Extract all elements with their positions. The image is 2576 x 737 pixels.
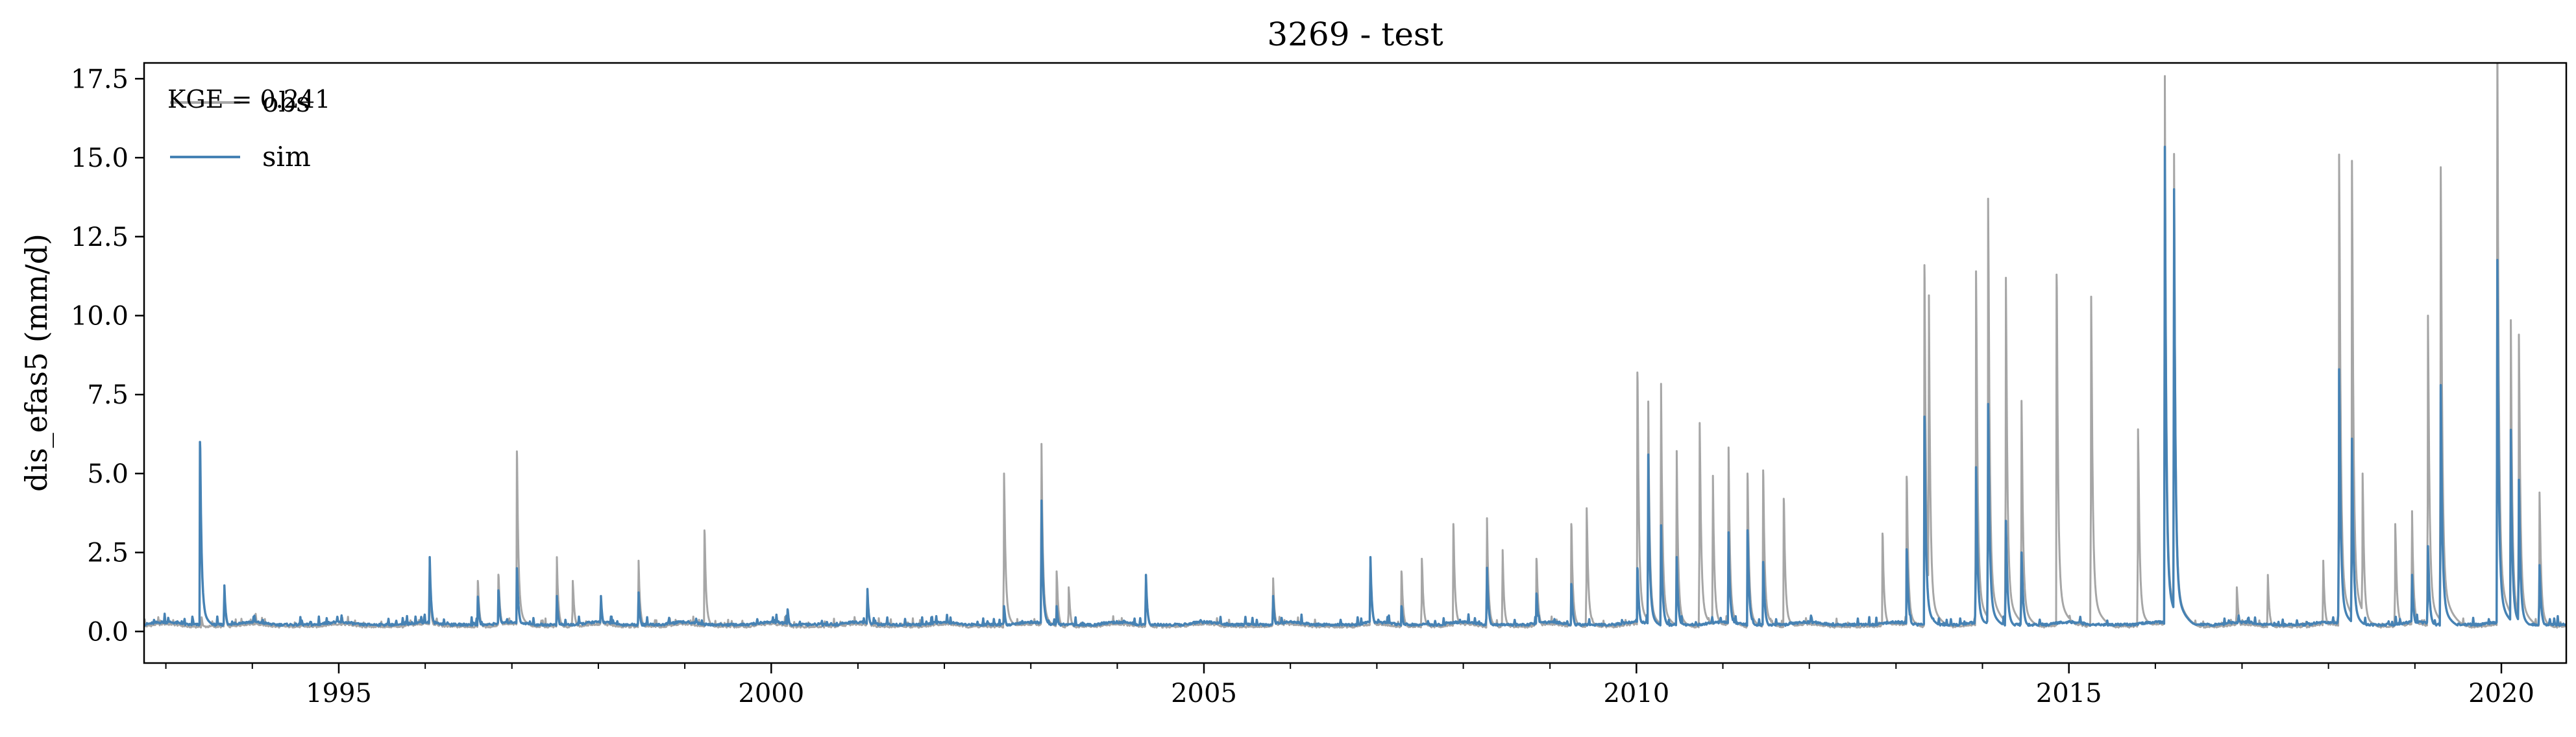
series-line-obs (144, 63, 2566, 629)
x-tick-label: 2005 (1171, 679, 1237, 708)
x-tick-label: 2015 (2036, 679, 2102, 708)
y-tick-label: 7.5 (87, 380, 129, 410)
chart-title: 3269 - test (1267, 16, 1443, 53)
y-tick-label: 15.0 (71, 143, 129, 173)
y-tick-label: 5.0 (87, 459, 129, 489)
plot-frame (143, 62, 2568, 664)
legend-label-sim: sim (262, 141, 311, 173)
y-tick-label: 0.0 (87, 617, 129, 647)
y-axis-label: dis_efas5 (mm/d) (19, 234, 54, 492)
y-tick-label: 12.5 (71, 223, 129, 252)
x-tick-label: 1995 (306, 679, 372, 708)
y-tick-label: 17.5 (71, 64, 129, 94)
y-tick-label: 2.5 (87, 538, 129, 568)
x-tick-label: 2010 (1603, 679, 1669, 708)
legend: obs sim (170, 86, 311, 173)
x-axis: 1995 2000 2005 2010 2015 2020 (165, 663, 2534, 708)
x-tick-label: 2000 (738, 679, 804, 708)
legend-label-obs: obs (262, 86, 310, 118)
y-axis: 0.0 2.5 5.0 7.5 10.0 12.5 15.0 17.5 (71, 64, 144, 647)
series-line-sim (144, 145, 2566, 627)
series-layer (144, 63, 2566, 629)
y-tick-label: 10.0 (71, 301, 129, 331)
x-tick-label: 2020 (2468, 679, 2534, 708)
kge-annotation: KGE = 0.241 (167, 85, 330, 114)
